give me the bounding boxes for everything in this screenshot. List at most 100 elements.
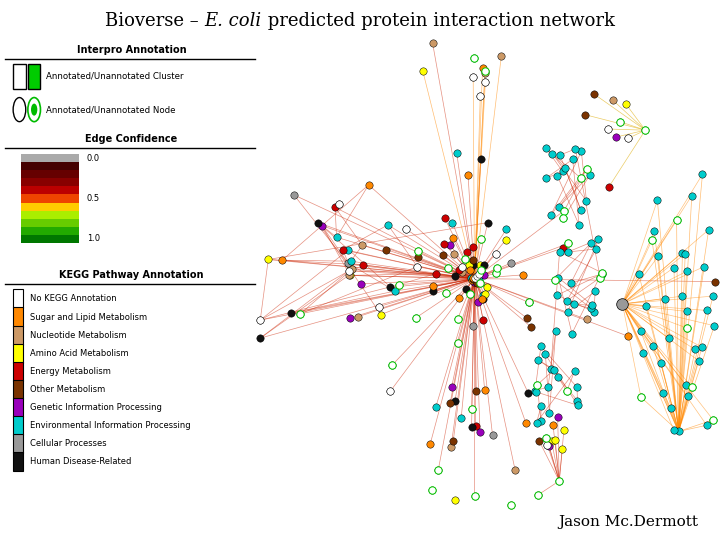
Point <box>541 434 552 442</box>
Point <box>557 244 569 252</box>
Point <box>475 271 487 280</box>
Point <box>467 274 479 283</box>
Point <box>535 342 546 350</box>
Point <box>572 401 583 409</box>
Point <box>463 260 474 269</box>
Point <box>596 268 608 277</box>
Point <box>637 348 649 357</box>
Point <box>357 261 369 269</box>
Bar <box>28 64 40 89</box>
Point <box>596 268 608 277</box>
Point <box>559 206 570 215</box>
Point <box>521 314 533 322</box>
Point <box>668 426 680 434</box>
Point <box>449 397 461 406</box>
Point <box>440 289 451 298</box>
Bar <box>21 211 79 219</box>
Point <box>387 361 398 369</box>
Text: predicted protein interaction network: predicted protein interaction network <box>262 12 615 30</box>
Point <box>663 334 675 342</box>
Point <box>471 272 482 281</box>
Point <box>680 267 692 276</box>
Point <box>254 316 266 325</box>
Point <box>294 309 306 318</box>
Point <box>288 191 300 199</box>
Point <box>254 334 266 342</box>
Point <box>452 314 464 323</box>
Point <box>541 144 552 153</box>
Text: Sugar and Lipid Metabolism: Sugar and Lipid Metabolism <box>30 313 147 321</box>
Point <box>400 225 412 233</box>
Point <box>557 214 569 223</box>
Point <box>561 387 572 395</box>
Point <box>639 126 651 134</box>
Point <box>559 206 570 215</box>
Point <box>467 274 478 282</box>
Text: No KEGG Annotation: No KEGG Annotation <box>30 294 117 303</box>
Point <box>480 77 491 86</box>
Point <box>635 327 647 335</box>
Point <box>561 296 572 305</box>
Point <box>390 287 401 295</box>
Point <box>482 282 493 291</box>
Point <box>587 301 598 309</box>
Point <box>671 216 683 225</box>
Point <box>343 266 355 275</box>
Point <box>545 211 557 219</box>
Point <box>707 416 719 424</box>
Point <box>552 291 563 300</box>
Point <box>426 485 438 494</box>
Point <box>425 439 436 448</box>
Point <box>554 477 565 485</box>
Bar <box>13 289 23 308</box>
Point <box>590 245 602 253</box>
Point <box>440 289 451 298</box>
Point <box>682 392 693 401</box>
Point <box>668 264 680 272</box>
Point <box>417 67 428 76</box>
Point <box>478 261 490 269</box>
Point <box>467 260 479 269</box>
Text: Energy Metabolism: Energy Metabolism <box>30 367 111 376</box>
Point <box>595 273 606 282</box>
Point <box>505 259 517 267</box>
Point <box>575 174 587 183</box>
Point <box>554 247 565 256</box>
Point <box>380 245 392 254</box>
Point <box>467 242 479 251</box>
Point <box>462 171 474 179</box>
Point <box>474 261 486 269</box>
Point <box>649 227 660 236</box>
Point <box>451 148 462 157</box>
Point <box>474 91 486 100</box>
Point <box>535 416 546 425</box>
Point <box>573 220 585 229</box>
Point <box>545 364 557 373</box>
Point <box>531 418 542 427</box>
Point <box>647 236 658 245</box>
Point <box>461 285 472 294</box>
Point <box>549 436 561 444</box>
Point <box>708 321 720 330</box>
Text: Amino Acid Metabolism: Amino Acid Metabolism <box>30 349 128 357</box>
Point <box>400 225 412 233</box>
Text: 0.0: 0.0 <box>86 154 100 163</box>
Point <box>546 437 557 445</box>
Text: Genetic Information Processing: Genetic Information Processing <box>30 403 161 412</box>
Point <box>541 441 553 449</box>
Point <box>446 218 458 227</box>
Point <box>681 324 693 333</box>
Point <box>343 260 354 268</box>
Point <box>500 225 512 234</box>
Point <box>622 134 634 143</box>
Text: 1.0: 1.0 <box>86 234 100 243</box>
Point <box>442 264 454 273</box>
Point <box>346 265 358 273</box>
Point <box>343 314 355 322</box>
Point <box>471 387 482 396</box>
Bar <box>21 154 79 163</box>
Point <box>707 416 719 424</box>
Point <box>447 437 459 445</box>
Point <box>343 271 354 280</box>
Point <box>477 316 489 325</box>
